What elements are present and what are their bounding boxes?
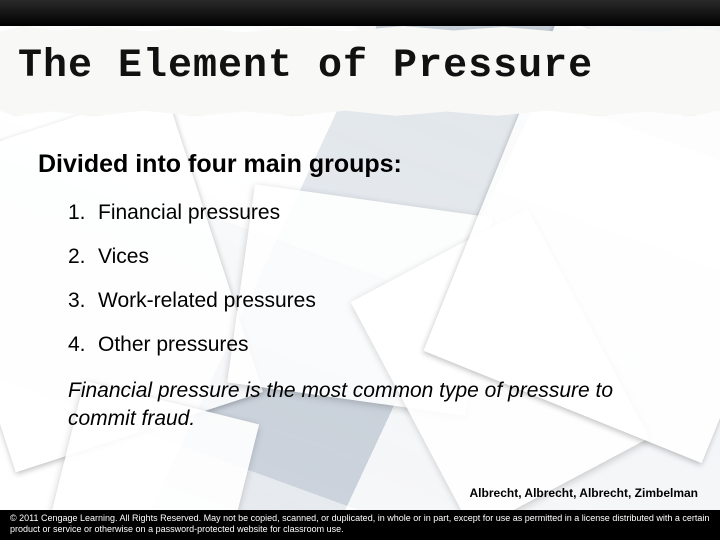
list-text: Work-related pressures xyxy=(98,289,316,313)
copyright-footer: © 2011 Cengage Learning. All Rights Rese… xyxy=(0,510,720,540)
list-item: 1. Financial pressures xyxy=(68,201,670,225)
list-number: 4. xyxy=(68,333,98,357)
emphasis-note: Financial pressure is the most common ty… xyxy=(38,377,670,434)
list-text: Financial pressures xyxy=(98,201,280,225)
list-number: 1. xyxy=(68,201,98,225)
top-dark-strip xyxy=(0,0,720,26)
list-number: 3. xyxy=(68,289,98,313)
slide-title: The Element of Pressure xyxy=(18,44,593,89)
authors-line: Albrecht, Albrecht, Albrecht, Zimbelman xyxy=(470,486,698,500)
list-text: Vices xyxy=(98,245,149,269)
groups-list: 1. Financial pressures 2. Vices 3. Work-… xyxy=(38,201,670,357)
list-text: Other pressures xyxy=(98,333,249,357)
list-item: 3. Work-related pressures xyxy=(68,289,670,313)
list-item: 2. Vices xyxy=(68,245,670,269)
list-number: 2. xyxy=(68,245,98,269)
list-item: 4. Other pressures xyxy=(68,333,670,357)
subtitle: Divided into four main groups: xyxy=(38,150,670,179)
content-area: Divided into four main groups: 1. Financ… xyxy=(38,150,670,434)
